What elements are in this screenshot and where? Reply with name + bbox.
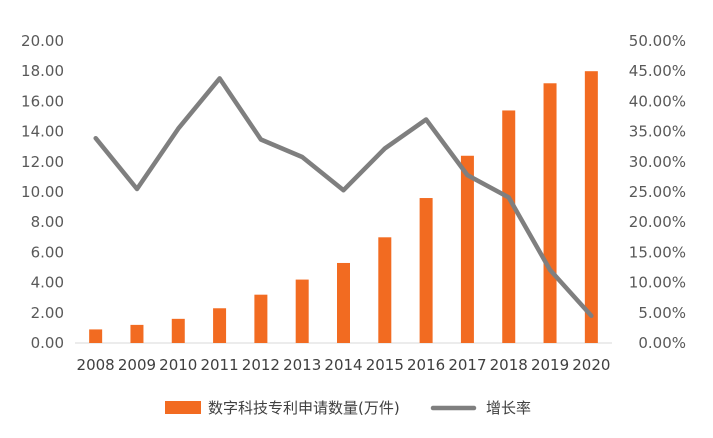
right-tick-label: 10.00% [629,274,686,292]
bar [378,237,392,343]
right-tick-label: 45.00% [629,62,686,80]
bar [337,262,350,343]
bar [584,71,598,343]
left-tick-label: 8.00 [31,213,64,231]
right-tick-label: 30.00% [629,153,686,171]
left-tick-label: 6.00 [31,243,64,261]
bar [295,279,309,343]
right-tick-label: 15.00% [629,243,686,261]
right-tick-label: 40.00% [629,92,686,110]
legend: 数字科技专利申请数量(万件) 增长率 [165,399,531,417]
x-tick-label: 2009 [118,356,156,374]
right-tick-label: 20.00% [629,213,686,231]
bar [213,308,227,343]
bar [543,83,557,343]
bar [89,329,103,343]
left-tick-label: 18.00 [21,62,64,80]
bar [254,294,268,343]
bar [419,198,433,343]
x-tick-label: 2012 [242,356,280,374]
left-tick-label: 12.00 [21,153,64,171]
left-tick-label: 2.00 [31,304,64,322]
growth-line-series [93,76,594,319]
bar-series [89,71,598,344]
bar [171,318,185,343]
x-tick-label: 2010 [159,356,197,374]
right-tick-label: 5.00% [638,304,686,322]
x-tick-label: 2013 [283,356,321,374]
left-axis-ticks: 0.00 2.00 4.00 6.00 8.00 10.00 12.00 14.00 16.00… [21,32,64,352]
right-tick-label: 35.00% [629,123,686,141]
left-tick-label: 16.00 [21,92,64,110]
x-axis-ticks: 2008 2009 2010 2011 2012 2013 2014 2015 2016 2017… [77,356,611,374]
legend-bar-swatch [165,401,201,414]
x-tick-label: 2011 [200,356,238,374]
bar [460,155,474,343]
left-tick-label: 14.00 [21,123,64,141]
x-tick-label: 2017 [448,356,486,374]
x-tick-label: 2014 [324,356,362,374]
right-tick-label: 50.00% [629,32,686,50]
bar [130,324,144,343]
x-tick-label: 2020 [572,356,610,374]
right-axis-ticks: 0.00% 5.00% 10.00% 15.00% 20.00% 25.00% 30.00%… [629,32,686,352]
legend-line-label: 增长率 [486,399,531,417]
left-tick-label: 0.00 [31,334,64,352]
bar [502,110,516,344]
x-tick-label: 2019 [531,356,569,374]
right-tick-label: 0.00% [638,334,686,352]
right-tick-label: 25.00% [629,183,686,201]
left-tick-label: 20.00 [21,32,64,50]
x-tick-label: 2016 [407,356,445,374]
x-tick-label: 2008 [77,356,115,374]
x-tick-label: 2018 [490,356,528,374]
left-tick-label: 10.00 [21,183,64,201]
x-tick-label: 2015 [366,356,404,374]
left-tick-label: 4.00 [31,274,64,292]
legend-bar-label: 数字科技专利申请数量(万件) [208,399,400,417]
